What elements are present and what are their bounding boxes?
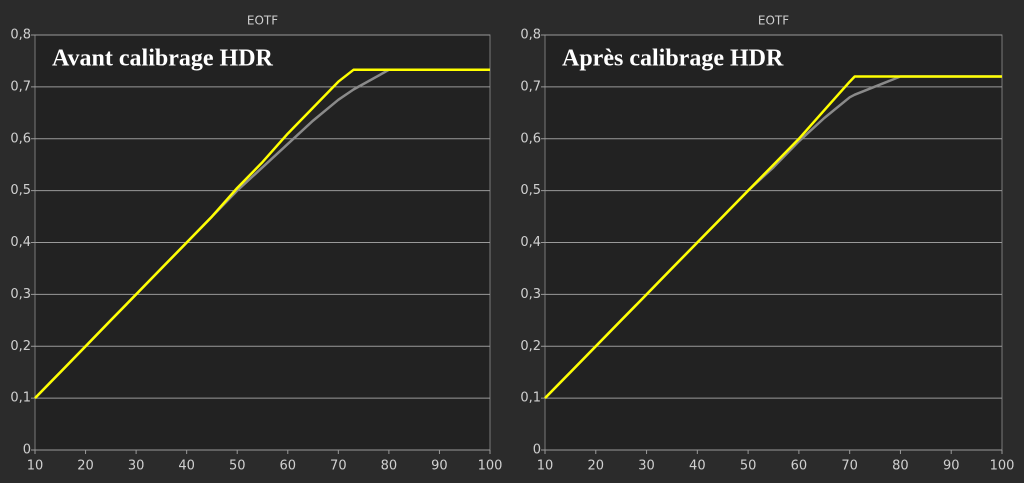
x-tick-label: 90 xyxy=(943,459,960,474)
x-tick-label: 90 xyxy=(431,459,448,474)
chart-title: EOTF xyxy=(758,14,789,28)
y-tick-label: 0,8 xyxy=(520,28,541,43)
y-tick-label: 0,7 xyxy=(10,79,31,94)
x-tick-label: 50 xyxy=(740,459,757,474)
x-tick-label: 100 xyxy=(990,459,1015,474)
y-tick-label: 0,8 xyxy=(10,28,31,43)
y-tick-label: 0,3 xyxy=(10,287,31,302)
annotation: Après calibrage HDR xyxy=(562,46,784,72)
y-tick-label: 0,5 xyxy=(10,183,31,198)
data-line xyxy=(34,68,490,399)
x-tick-label: 50 xyxy=(229,459,246,474)
x-tick-label: 10 xyxy=(537,459,554,474)
y-tick-label: 0,6 xyxy=(520,131,541,146)
y-tick-label: 0,1 xyxy=(10,391,31,406)
data-line xyxy=(544,75,1002,399)
y-tick-label: 0,4 xyxy=(10,235,31,250)
y-tick-label: 0,1 xyxy=(520,391,541,406)
x-tick-label: 80 xyxy=(892,459,909,474)
y-tick-label: 0 xyxy=(23,443,31,458)
x-tick-label: 70 xyxy=(841,459,858,474)
y-tick-label: 0,7 xyxy=(520,79,541,94)
y-tick-label: 0,6 xyxy=(10,131,31,146)
x-tick-label: 60 xyxy=(791,459,808,474)
x-tick-label: 40 xyxy=(178,459,195,474)
y-tick-label: 0,2 xyxy=(10,339,31,354)
x-tick-label: 100 xyxy=(478,459,503,474)
x-tick-label: 40 xyxy=(689,459,706,474)
chart-title: EOTF xyxy=(247,14,278,28)
x-tick-label: 20 xyxy=(588,459,605,474)
y-tick-label: 0,5 xyxy=(520,183,541,198)
x-tick-label: 80 xyxy=(381,459,398,474)
y-tick-label: 0,4 xyxy=(520,235,541,250)
x-tick-label: 70 xyxy=(330,459,347,474)
x-tick-label: 20 xyxy=(77,459,94,474)
y-tick-label: 0 xyxy=(533,443,541,458)
x-tick-label: 60 xyxy=(280,459,297,474)
annotation: Avant calibrage HDR xyxy=(52,46,274,72)
x-tick-label: 30 xyxy=(638,459,655,474)
x-tick-label: 10 xyxy=(27,459,44,474)
y-tick-label: 0,2 xyxy=(520,339,541,354)
y-tick-label: 0,3 xyxy=(520,287,541,302)
x-tick-label: 30 xyxy=(128,459,145,474)
